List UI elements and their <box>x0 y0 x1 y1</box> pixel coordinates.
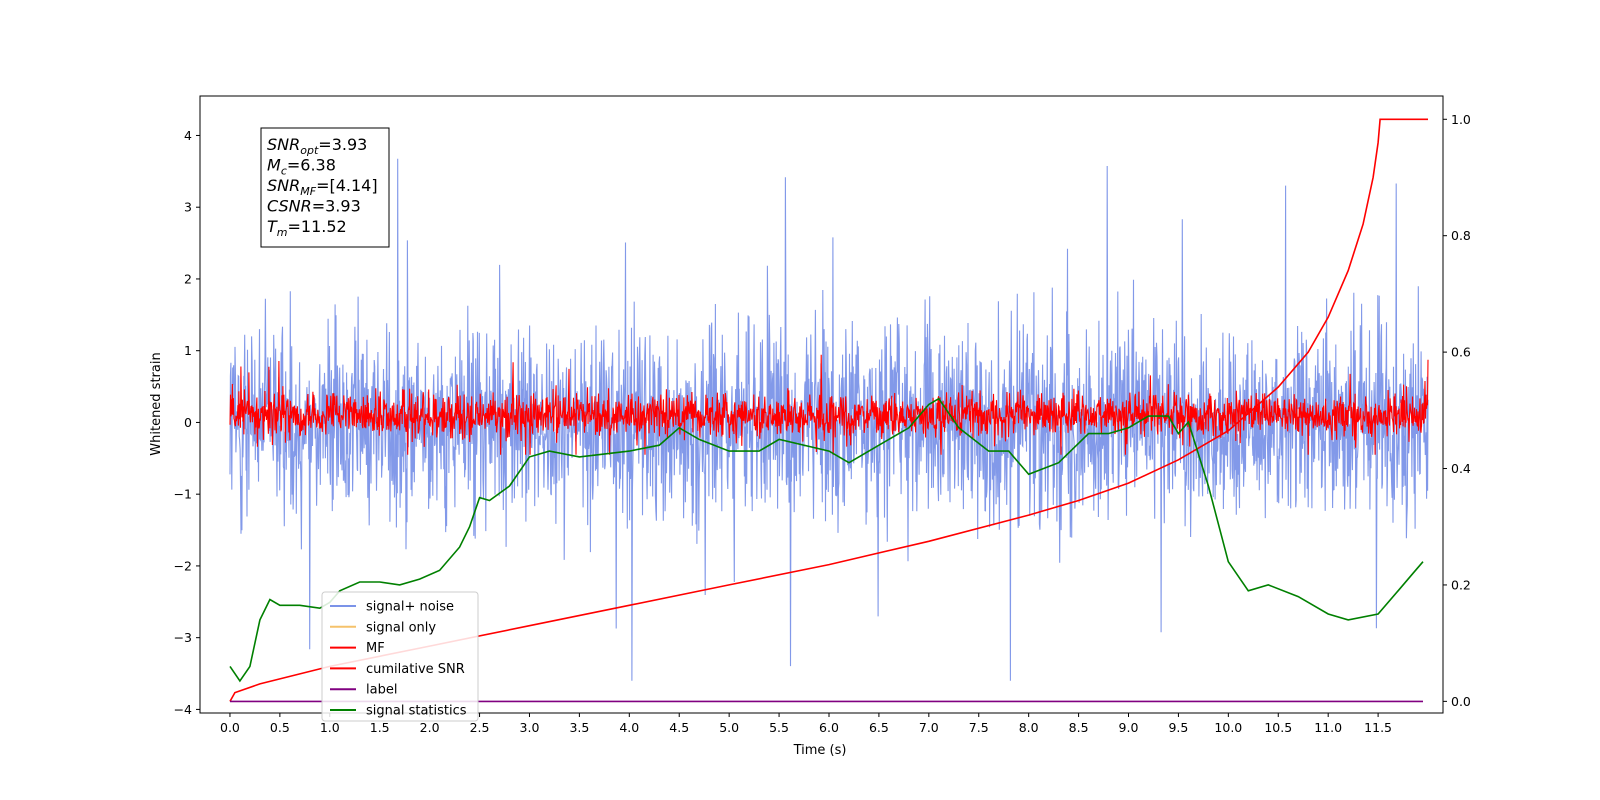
y-tick-label: 4 <box>184 128 192 143</box>
x-tick-label: 2.5 <box>470 720 490 735</box>
y2-tick-label: 0.0 <box>1451 694 1471 709</box>
annotation-text: SNRopt=3.93 Mc=6.38 SNRMF=[4.14] CSNR=3.93 T… <box>267 135 378 239</box>
axes-frame <box>199 95 1444 714</box>
legend-label: label <box>366 683 397 698</box>
y-tick-label: −4 <box>174 702 192 717</box>
y-tick-label: −2 <box>174 558 192 573</box>
y-tick-label: −3 <box>174 630 192 645</box>
x-tick-label: 4.0 <box>619 720 639 735</box>
x-tick-label: 3.5 <box>569 720 589 735</box>
legend-label: signal only <box>366 620 436 635</box>
x-tick-label: 7.5 <box>969 720 989 735</box>
series-mf-line <box>229 354 1429 455</box>
annotation-line: SNR <box>267 176 300 195</box>
y2-tick-label: 0.8 <box>1451 228 1471 243</box>
x-axis-label: Time (s) <box>793 743 847 758</box>
x-tick-label: 6.0 <box>819 720 839 735</box>
y-tick-label: 3 <box>184 200 192 215</box>
x-tick-label: 0.0 <box>220 720 240 735</box>
y2-tick-label: 0.2 <box>1451 577 1471 592</box>
legend-label: signal statistics <box>366 704 467 719</box>
x-tick-label: 8.0 <box>1019 720 1039 735</box>
annotation-line: CSNR <box>267 197 312 216</box>
x-tick-label: 5.5 <box>769 720 789 735</box>
annotation-line: T <box>267 217 278 236</box>
series-signal-noise-line <box>229 158 1429 681</box>
legend-label: MF <box>366 641 385 656</box>
x-tick-label: 7.0 <box>919 720 939 735</box>
x-tick-label: 3.0 <box>520 720 540 735</box>
legend-label: cumilative SNR <box>366 662 465 677</box>
x-tick-label: 11.5 <box>1364 720 1392 735</box>
series-signal-statistics-line <box>229 397 1424 683</box>
y-tick-label: −1 <box>174 487 192 502</box>
x-tick-label: 6.5 <box>869 720 889 735</box>
x-tick-label: 9.0 <box>1119 720 1139 735</box>
x-tick-label: 5.0 <box>719 720 739 735</box>
x-tick-label: 0.5 <box>270 720 290 735</box>
x-tick-label: 11.0 <box>1314 720 1342 735</box>
y2-tick-label: 1.0 <box>1451 112 1471 127</box>
x-tick-label: 2.0 <box>420 720 440 735</box>
x-tick-label: 10.5 <box>1264 720 1292 735</box>
y-axis-label: Whitened strain <box>149 352 164 455</box>
y2-tick-label: 0.6 <box>1451 345 1471 360</box>
x-tick-label: 1.5 <box>370 720 390 735</box>
annotation-line: SNR <box>267 135 300 154</box>
legend: signal+ noise signal only MF cumilative SNR… <box>321 591 479 722</box>
x-tick-label: 1.0 <box>320 720 340 735</box>
x-tick-label: 9.5 <box>1168 720 1188 735</box>
x-tick-label: 10.0 <box>1214 720 1242 735</box>
y-tick-label: 1 <box>184 343 192 358</box>
annotation-line: M <box>267 156 281 175</box>
axes: 0.0 0.5 1.0 1.5 2.0 2.5 3.0 3.5 4.0 4.5 5.0 5.5 6.0 6… <box>174 112 1471 735</box>
x-tick-label: 8.5 <box>1069 720 1089 735</box>
annotation-box: SNRopt=3.93 Mc=6.38 SNRMF=[4.14] CSNR=3.93 T… <box>260 127 390 248</box>
y-tick-label: 2 <box>184 271 192 286</box>
legend-label: signal+ noise <box>366 600 454 615</box>
y-tick-label: 0 <box>184 415 192 430</box>
x-tick-label: 4.5 <box>669 720 689 735</box>
y2-tick-label: 0.4 <box>1451 461 1471 476</box>
